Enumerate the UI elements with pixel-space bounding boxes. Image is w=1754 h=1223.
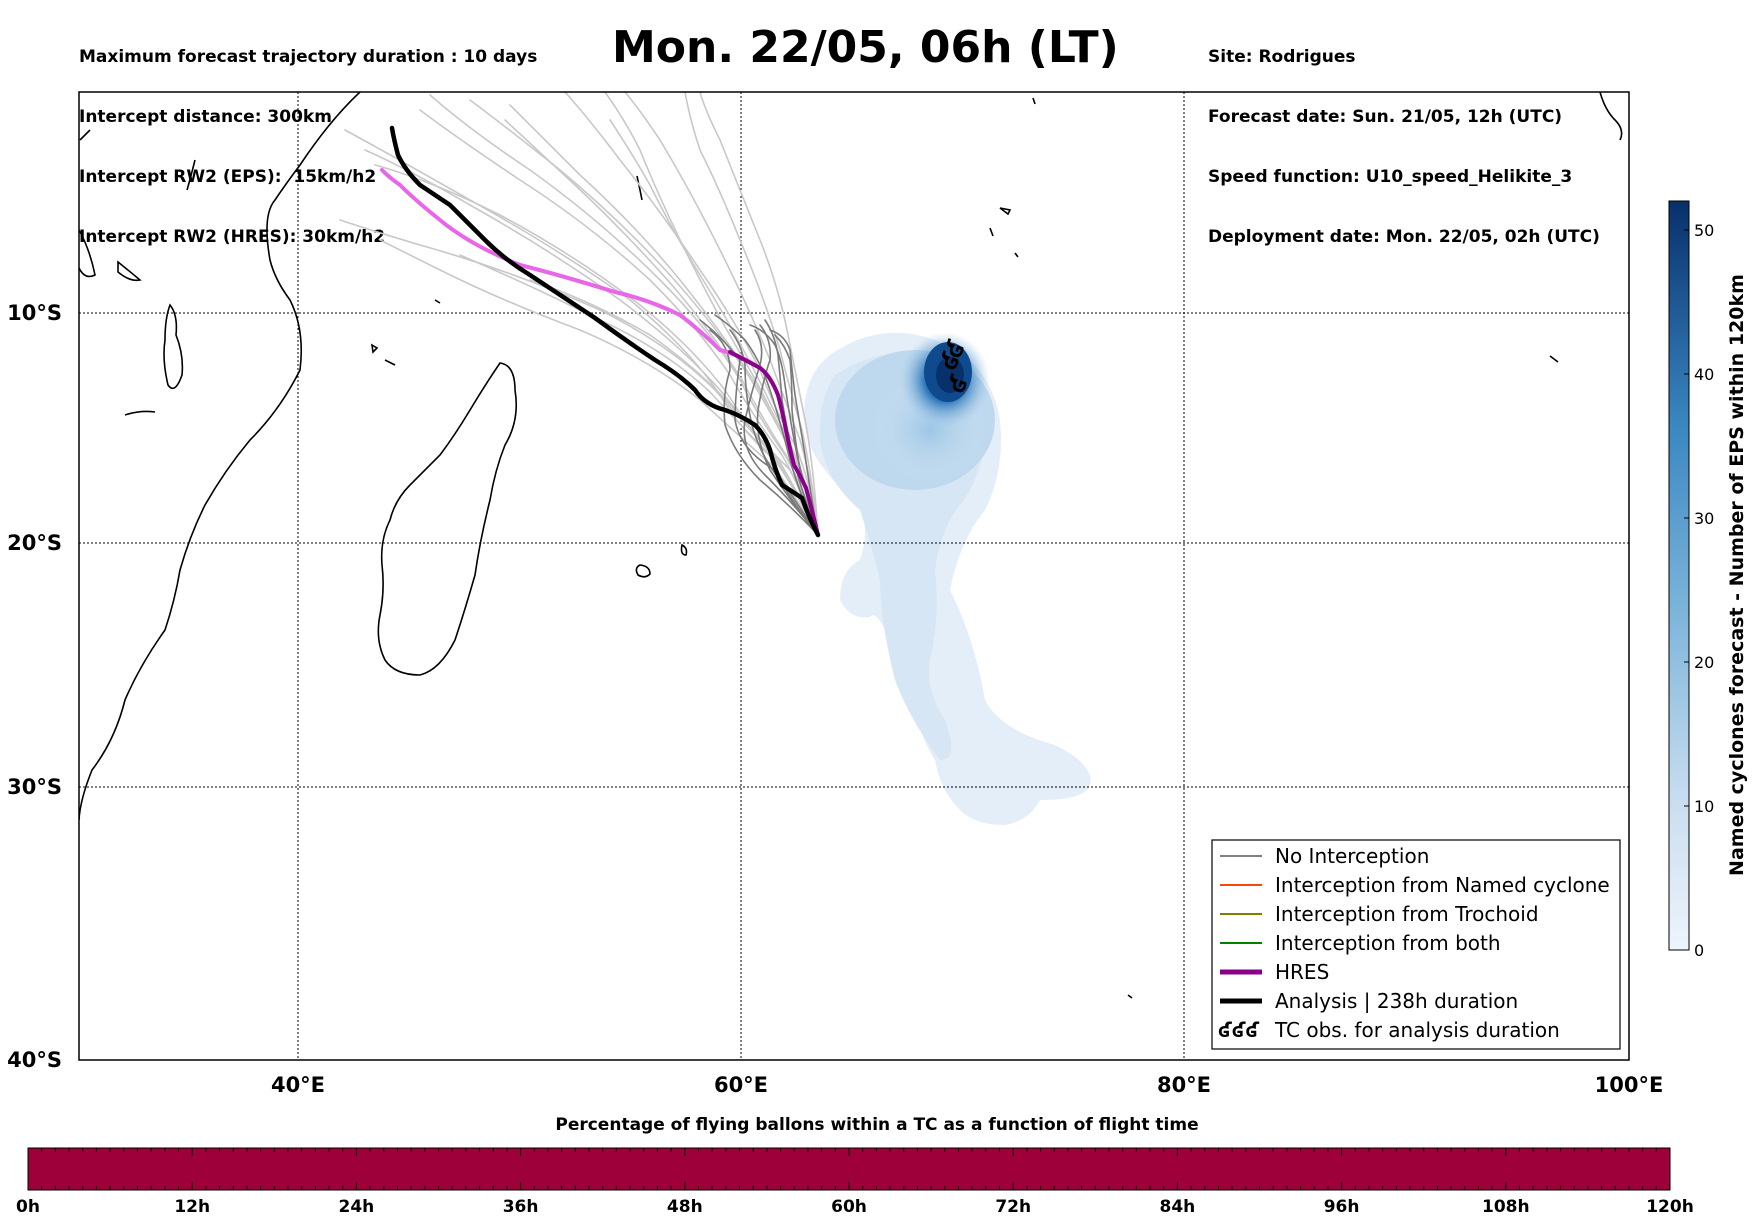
colorbar-tick: 40 bbox=[1694, 365, 1714, 384]
time-bar-label: 84h bbox=[1160, 1197, 1196, 1217]
header-left: Maximum forecast trajectory duration : 1… bbox=[79, 7, 537, 267]
colorbar-tick: 50 bbox=[1694, 221, 1714, 240]
time-bar-label: 24h bbox=[339, 1197, 375, 1217]
time-bar-label: 48h bbox=[667, 1197, 703, 1217]
time-bar-label: 120h bbox=[1646, 1197, 1694, 1217]
colorbar-tick: 0 bbox=[1694, 941, 1704, 960]
map-frame: ʛ ʛ ʛ bbox=[78, 91, 1630, 1061]
deployment-date-text: Deployment date: Mon. 22/05, 02h (UTC) bbox=[1208, 227, 1600, 247]
colorbar-tick: 30 bbox=[1694, 509, 1714, 528]
legend: No Interception Interception from Named … bbox=[1211, 839, 1621, 1050]
time-bar-label: 96h bbox=[1324, 1197, 1360, 1217]
colorbar-gradient bbox=[1668, 200, 1690, 951]
time-bar-label: 60h bbox=[831, 1197, 867, 1217]
site-text: Site: Rodrigues bbox=[1208, 47, 1356, 67]
colorbar: 0 10 20 30 40 50 Named cyclones forecast… bbox=[1668, 200, 1748, 960]
time-bar-label: 36h bbox=[503, 1197, 539, 1217]
colorbar-tick: 10 bbox=[1694, 797, 1714, 816]
axis-labels: 40°E 60°E 80°E 100°E 10°S 20°S 30°S 40°S bbox=[7, 301, 1663, 1097]
legend-swatch-tc-obs: ʛʛʛ bbox=[1218, 1018, 1259, 1042]
time-bar: 0h 12h 24h 36h 48h 60h 72h 84h 96h 108h 120h bbox=[16, 1147, 1694, 1217]
analysis-trajectory bbox=[389, 125, 821, 538]
cyclone-density-field bbox=[804, 332, 1091, 825]
legend-label-no-interception: No Interception bbox=[1275, 844, 1429, 868]
intercept-hres-text: Intercept RW2 (HRES): 30km/h2 bbox=[79, 227, 386, 247]
lat-label: 40°S bbox=[7, 1048, 62, 1072]
legend-label-tc-obs: TC obs. for analysis duration bbox=[1274, 1018, 1560, 1042]
time-bar-label: 0h bbox=[16, 1197, 40, 1217]
legend-label-both: Interception from both bbox=[1275, 931, 1501, 955]
time-bar-label: 72h bbox=[995, 1197, 1031, 1217]
intercept-distance-text: Intercept distance: 300km bbox=[79, 107, 332, 127]
hres-trajectory-start bbox=[728, 350, 820, 537]
legend-label-analysis: Analysis | 238h duration bbox=[1275, 989, 1518, 1013]
colorbar-label: Named cyclones forecast - Number of EPS … bbox=[1726, 274, 1748, 876]
speed-function-text: Speed function: U10_speed_Helikite_3 bbox=[1208, 167, 1573, 187]
header-right: Site: Rodrigues Forecast date: Sun. 21/0… bbox=[1208, 7, 1600, 267]
lat-label: 30°S bbox=[7, 775, 62, 799]
lat-label: 20°S bbox=[7, 531, 62, 555]
lon-label: 60°E bbox=[714, 1073, 768, 1097]
legend-label-trochoid: Interception from Trochoid bbox=[1275, 902, 1539, 926]
lat-label: 10°S bbox=[7, 301, 62, 325]
time-bar-label: 12h bbox=[174, 1197, 210, 1217]
coastlines bbox=[79, 92, 1623, 999]
intercept-eps-text: Intercept RW2 (EPS): 15km/h2 bbox=[79, 167, 377, 187]
legend-label-named-cyclone: Interception from Named cyclone bbox=[1275, 873, 1610, 897]
page-title: Mon. 22/05, 06h (LT) bbox=[612, 22, 1119, 73]
time-bar-label: 108h bbox=[1482, 1197, 1530, 1217]
lon-label: 100°E bbox=[1595, 1073, 1664, 1097]
legend-label-hres: HRES bbox=[1275, 960, 1329, 984]
graticule bbox=[79, 92, 1629, 1060]
lon-label: 80°E bbox=[1157, 1073, 1211, 1097]
colorbar-tick: 20 bbox=[1694, 653, 1714, 672]
max-duration-text: Maximum forecast trajectory duration : 1… bbox=[79, 47, 538, 67]
time-bar-title: Percentage of flying ballons within a TC… bbox=[555, 1115, 1199, 1135]
forecast-date-text: Forecast date: Sun. 21/05, 12h (UTC) bbox=[1208, 107, 1563, 127]
lon-label: 40°E bbox=[271, 1073, 325, 1097]
